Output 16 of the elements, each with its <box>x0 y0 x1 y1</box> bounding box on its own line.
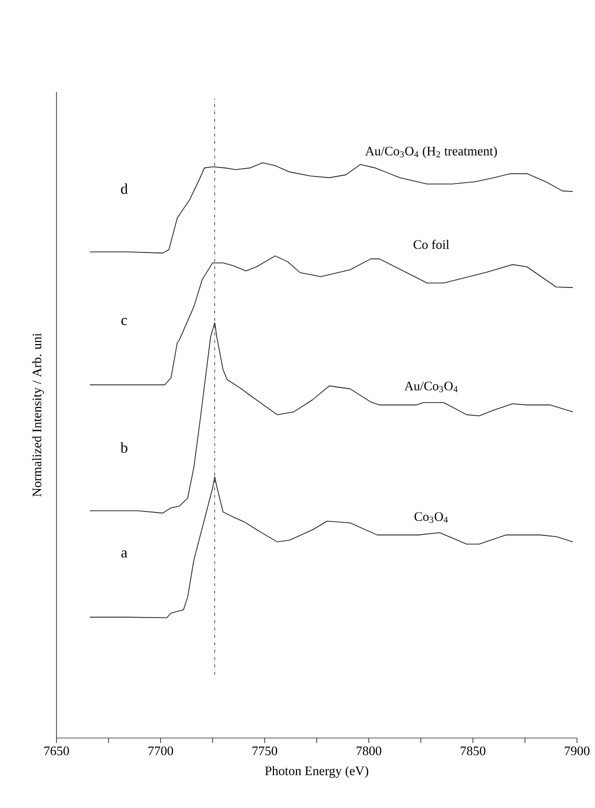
annotation: b <box>120 442 128 453</box>
series-label: Co foil <box>414 240 450 249</box>
x-axis-title: Photon Energy (eV) <box>265 766 368 778</box>
x-tick-label: 7750 <box>252 746 278 756</box>
annotation: d <box>120 183 128 194</box>
x-tick-label: 7650 <box>44 746 69 756</box>
x-tick-label: 7700 <box>148 746 174 756</box>
annotation: a <box>121 550 128 558</box>
x-tick-label: 7850 <box>460 746 486 756</box>
y-axis-title: Normalized Intensity / Arb. uni <box>32 333 44 497</box>
x-tick-label: 7900 <box>564 746 590 756</box>
x-tick-label: 7800 <box>356 746 382 756</box>
series-label: Co$_{3}$O$_{4}$ <box>414 512 448 523</box>
series-label: Au/Co$_{3}$O$_{4}$ (H$_{2}$ treatment) <box>365 146 497 158</box>
series-label: Au/Co$_{3}$O$_{4}$ <box>404 382 458 392</box>
annotation: c <box>121 318 128 326</box>
